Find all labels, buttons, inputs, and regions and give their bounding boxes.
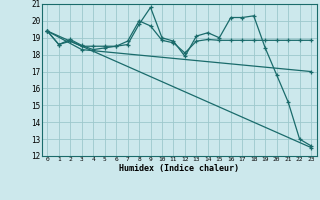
X-axis label: Humidex (Indice chaleur): Humidex (Indice chaleur) — [119, 164, 239, 173]
